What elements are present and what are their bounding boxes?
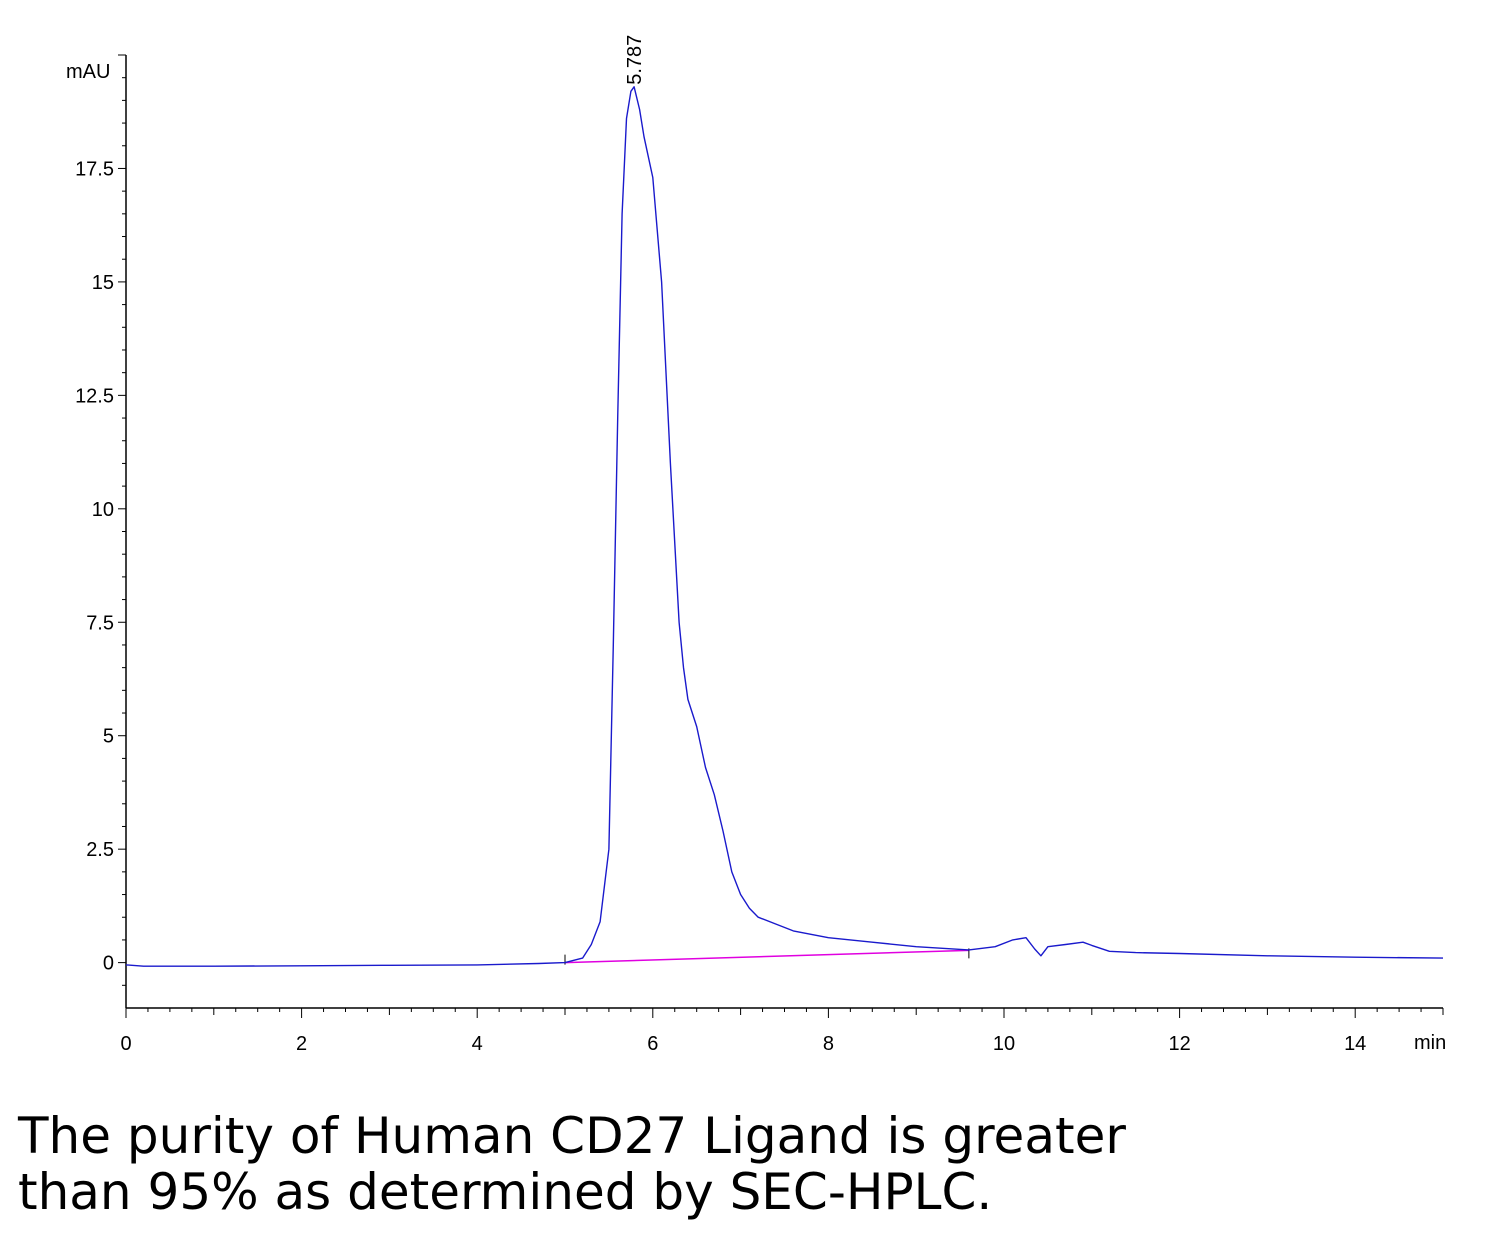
chromatogram-chart: 0 2.5 5 7.5 10 12.5 15 17.5 0 2 4 6 8 10 12 14 5.787 mA… [66,35,1446,1055]
y-tick-label: 7.5 [86,612,114,634]
x-axis-label: min [1414,1032,1446,1054]
axes: 0 2.5 5 7.5 10 12.5 15 17.5 0 2 4 6 8 10 12 14 [75,54,1444,1055]
x-tick-label: 14 [1344,1033,1366,1055]
signal-trace [125,86,1444,967]
x-tick-label: 0 [120,1033,131,1055]
integration-baseline [564,949,969,964]
caption: The purity of Human CD27 Ligand is great… [18,1108,1478,1220]
y-axis-label: mAU [66,61,110,83]
y-tick-label: 2.5 [86,839,114,861]
y-tick-label: 17.5 [75,158,114,180]
x-tick-label: 12 [1168,1033,1190,1055]
x-tick-label: 10 [993,1033,1015,1055]
y-tick-label: 12.5 [75,385,114,407]
x-tick-label: 6 [647,1033,658,1055]
caption-line-1: The purity of Human CD27 Ligand is great… [18,1107,1126,1165]
caption-line-2: than 95% as determined by SEC-HPLC. [18,1163,993,1221]
y-tick-label: 15 [92,272,114,294]
x-tick-label: 4 [472,1033,483,1055]
peak-label: 5.787 [624,35,646,85]
y-tick-label: 5 [103,726,114,748]
y-tick-label: 10 [92,499,114,521]
y-tick-label: 0 [103,953,114,975]
x-tick-label: 8 [823,1033,834,1055]
plot-area: 5.787 [125,35,1444,967]
x-tick-label: 2 [296,1033,307,1055]
